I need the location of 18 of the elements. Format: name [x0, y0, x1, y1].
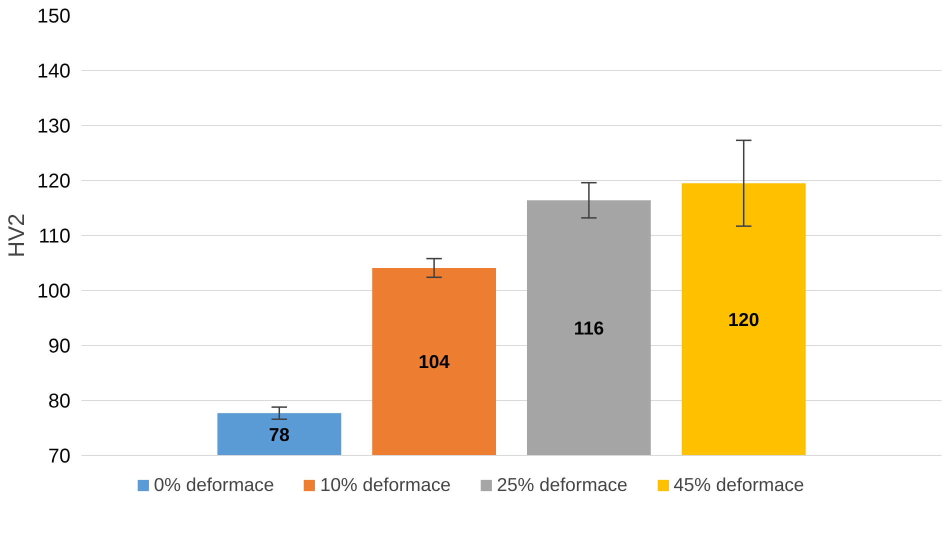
data-label: 116: [574, 317, 604, 338]
data-label: 78: [268, 424, 290, 445]
data-label: 120: [728, 308, 760, 330]
y-axis-title: HV2: [3, 213, 30, 258]
y-tick-label: 120: [37, 170, 71, 192]
legend-label: 0% deformace: [154, 474, 274, 496]
legend-label: 10% deformace: [320, 474, 451, 496]
legend-label: 45% deformace: [673, 474, 804, 496]
legend-label: 25% deformace: [496, 474, 628, 496]
data-label: 104: [418, 351, 450, 372]
y-tick-label: 150: [37, 6, 71, 28]
y-tick-label: 90: [48, 336, 71, 358]
y-tick-label: 100: [37, 280, 71, 302]
y-tick-label: 140: [37, 60, 71, 82]
y-tick-label: 110: [38, 226, 71, 248]
y-tick-label: 70: [48, 446, 71, 468]
y-tick-label: 80: [48, 390, 71, 412]
y-tick-label: 130: [37, 116, 71, 138]
